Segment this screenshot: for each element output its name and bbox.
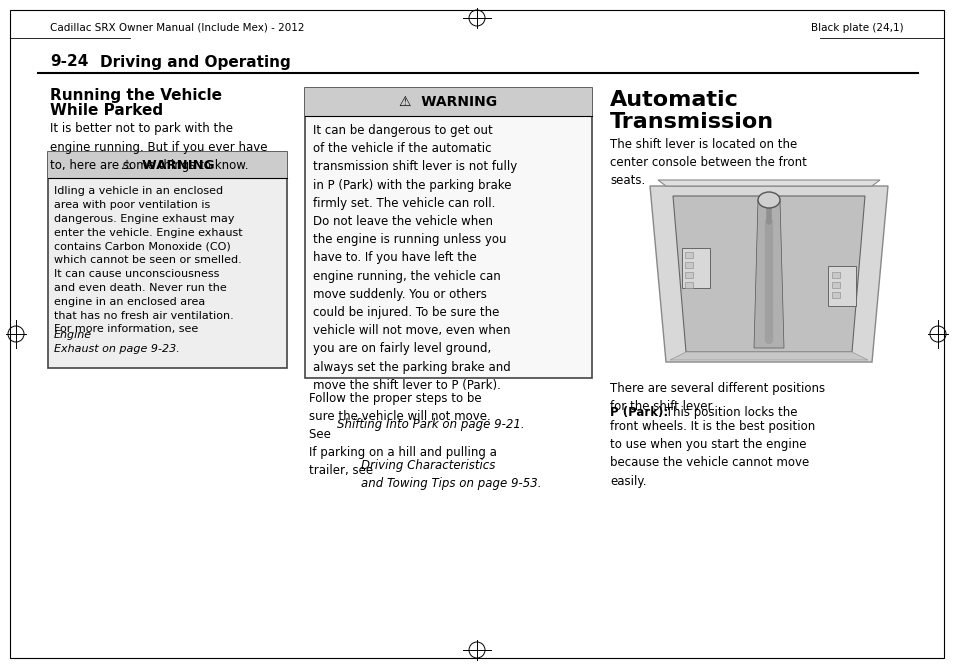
Text: This position locks the: This position locks the <box>661 406 797 419</box>
Text: P (Park):: P (Park): <box>609 406 667 419</box>
Bar <box>684 272 692 278</box>
Polygon shape <box>669 352 867 360</box>
Text: 9-24: 9-24 <box>50 55 89 69</box>
Polygon shape <box>753 200 783 348</box>
Bar <box>831 282 840 288</box>
Text: ⚠  WARNING: ⚠ WARNING <box>121 158 214 172</box>
Text: While Parked: While Parked <box>50 103 163 118</box>
Text: Idling a vehicle in an enclosed
area with poor ventilation is
dangerous. Engine : Idling a vehicle in an enclosed area wit… <box>54 186 242 335</box>
Polygon shape <box>658 180 879 186</box>
Text: Black plate (24,1): Black plate (24,1) <box>810 23 903 33</box>
Text: Running the Vehicle: Running the Vehicle <box>50 88 222 103</box>
Bar <box>684 282 692 288</box>
Bar <box>681 248 709 288</box>
Bar <box>638 178 899 370</box>
Text: There are several different positions
for the shift lever.: There are several different positions fo… <box>609 382 824 413</box>
Bar <box>305 88 592 116</box>
Text: Cadillac SRX Owner Manual (Include Mex) - 2012: Cadillac SRX Owner Manual (Include Mex) … <box>50 23 304 33</box>
Text: Engine
Exhaust on page 9-23.: Engine Exhaust on page 9-23. <box>54 330 179 354</box>
Text: It is better not to park with the
engine running. But if you ever have
to, here : It is better not to park with the engine… <box>50 122 267 172</box>
Text: It can be dangerous to get out
of the vehicle if the automatic
transmission shif: It can be dangerous to get out of the ve… <box>313 124 517 392</box>
Text: Driving and Operating: Driving and Operating <box>100 55 291 69</box>
Text: front wheels. It is the best position
to use when you start the engine
because t: front wheels. It is the best position to… <box>609 420 815 488</box>
Text: ⚠  WARNING: ⚠ WARNING <box>399 95 497 109</box>
Ellipse shape <box>758 192 780 208</box>
Bar <box>48 152 287 368</box>
Text: If parking on a hill and pulling a
trailer, see: If parking on a hill and pulling a trail… <box>309 446 497 477</box>
Bar <box>48 152 287 178</box>
Polygon shape <box>672 196 864 352</box>
Bar <box>684 252 692 258</box>
Text: Shifting Into Park on page 9-21.: Shifting Into Park on page 9-21. <box>336 418 524 431</box>
Text: The shift lever is located on the
center console between the front
seats.: The shift lever is located on the center… <box>609 138 806 188</box>
Bar <box>684 262 692 268</box>
Text: Transmission: Transmission <box>609 112 773 132</box>
Bar <box>827 266 855 306</box>
Bar <box>305 88 592 378</box>
Text: Driving Characteristics
and Towing Tips on page 9-53.: Driving Characteristics and Towing Tips … <box>360 459 541 490</box>
Bar <box>831 292 840 298</box>
Text: Automatic: Automatic <box>609 90 739 110</box>
Text: Follow the proper steps to be
sure the vehicle will not move.
See: Follow the proper steps to be sure the v… <box>309 392 490 442</box>
Polygon shape <box>649 186 887 362</box>
Bar <box>831 272 840 278</box>
